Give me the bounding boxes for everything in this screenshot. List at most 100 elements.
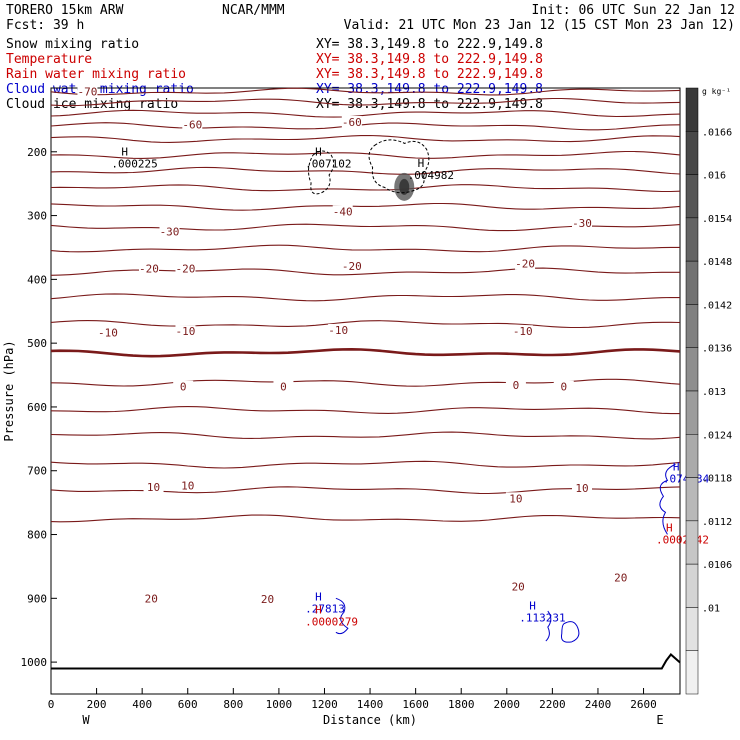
contour-label: -60: [342, 116, 362, 129]
extremum-value: .0002742: [656, 534, 709, 547]
colorbar-swatch: [685, 174, 699, 219]
colorbar-tick-label: .0136: [702, 344, 732, 355]
contour-label: -20: [139, 263, 159, 276]
y-tick-label: 200: [27, 146, 47, 159]
contour-label-bg: [97, 326, 118, 339]
y-axis-label: Pressure (hPa): [2, 340, 16, 441]
extremum-value: .27813: [305, 603, 345, 616]
cloud-water-contour: [545, 610, 552, 642]
extremum-value: .0000279: [305, 615, 358, 628]
colorbar-tick-label: .0124: [702, 430, 732, 441]
contour-label-bg: [341, 260, 362, 273]
temperature-contour: [50, 122, 681, 131]
extremum-mark: H: [315, 591, 322, 604]
field-legend: Snow mixing ratio XY= 38.3,149.8 to 222.9…: [6, 37, 543, 112]
contour-label-bg: [505, 378, 526, 391]
extremum-value: .000225: [111, 157, 157, 170]
colorbar-swatch: [685, 260, 699, 305]
colorbar-swatch: [685, 304, 699, 348]
temperature-contour: [50, 109, 681, 118]
contour-label: 20: [614, 571, 627, 584]
temperature-contour: [50, 460, 681, 469]
contour-label-bg: [77, 85, 98, 98]
temperature-contour: [50, 431, 681, 440]
init-time: Init: 06 UTC Sun 22 Jan 12: [532, 3, 736, 18]
contour-label: -10: [98, 327, 118, 340]
x-tick-label: 0: [48, 698, 55, 711]
extremum-value: .113231: [519, 611, 565, 624]
temperature-contour: [50, 134, 681, 143]
colorbar-tick-label: .0154: [702, 214, 732, 225]
x-tick-label: 1400: [357, 698, 384, 711]
contour-label-bg: [173, 380, 194, 393]
contour-label-bg: [141, 592, 162, 605]
colorbar: .0166 .016 .0154 .0148 .0142 .0136 .013 .0124 .0…: [685, 87, 732, 695]
extremum-mark: H: [121, 145, 128, 158]
contour-label: -20: [342, 260, 362, 273]
terrain-line: [51, 653, 681, 670]
cloud-water-contour: [335, 597, 349, 635]
contour-label-bg: [332, 205, 353, 218]
legend-xy: XY= 38.3,149.8 to 222.9,149.8: [316, 97, 543, 112]
contour-label-bg: [572, 216, 593, 229]
colorbar-swatch: [685, 131, 699, 175]
colorbar-unit: g kg⁻¹: [702, 87, 731, 96]
contour-label: -30: [572, 217, 592, 230]
contour-label: 0: [180, 381, 187, 394]
x-tick-label: 1200: [311, 698, 338, 711]
contour-label-bg: [505, 492, 526, 505]
legend-xy: XY= 38.3,149.8 to 222.9,149.8: [316, 52, 543, 67]
legend-xy: XY= 38.3,149.8 to 222.9,149.8: [316, 37, 543, 52]
model-title: TORERO 15km ARW: [6, 3, 124, 18]
forecast-hour: Fcst: 39 h: [6, 18, 84, 33]
colorbar-swatch: [685, 650, 699, 695]
contour-label: -20: [515, 258, 535, 271]
colorbar-tick-label: .0142: [702, 300, 732, 311]
contour-label: -10: [513, 325, 533, 338]
colorbar-swatch: [685, 217, 699, 262]
contour-label-bg: [341, 115, 362, 128]
contour-label-bg: [553, 380, 574, 393]
colorbar-swatch: [685, 607, 699, 651]
contour-label: -60: [182, 119, 202, 132]
plot-frame: [50, 87, 681, 695]
contour-label-bg: [182, 118, 203, 131]
temperature-contour: [50, 166, 681, 175]
temperature-contour: [50, 97, 681, 107]
x-tick-label: 1600: [402, 698, 429, 711]
contour-label-bg: [159, 225, 180, 238]
legend-label: Cloud water mixing ratio: [6, 82, 194, 97]
y-tick-label: 800: [27, 529, 47, 542]
contour-label-bg: [257, 593, 278, 606]
extremum-mark: H: [666, 522, 673, 535]
contour-label: 20: [512, 580, 525, 593]
colorbar-tick-label: .013: [702, 387, 726, 398]
extremum-value: .004982: [408, 169, 454, 182]
contour-label-bg: [273, 380, 294, 393]
colorbar-tick-label: .016: [702, 171, 726, 182]
x-tick-label: 2600: [630, 698, 657, 711]
legend-xy: XY= 38.3,149.8 to 222.9,149.8: [316, 67, 543, 82]
contour-label: 10: [181, 480, 194, 493]
valid-time: Valid: 21 UTC Mon 23 Jan 12 (15 CST Mon …: [344, 18, 735, 33]
contour-label-bg: [512, 325, 533, 338]
contour-label-bg: [328, 323, 349, 336]
temperature-contour: [50, 150, 681, 159]
x-tick-label: 2200: [539, 698, 566, 711]
y-tick-label: 500: [27, 337, 47, 350]
cloud-water-contour: [659, 463, 676, 535]
contour-label: -10: [176, 325, 196, 338]
contour-label: 0: [513, 379, 520, 392]
temperature-contour: [50, 406, 680, 415]
contour-label-bg: [508, 580, 529, 593]
extremum-value: .007102: [305, 157, 351, 170]
extremum-mark: H: [418, 157, 425, 170]
temperature-contour: [50, 202, 681, 211]
colorbar-swatch: [685, 434, 699, 478]
contour-label: -30: [160, 226, 180, 239]
cloud-water-contour: [560, 621, 580, 643]
x-axis-label: Distance (km): [323, 713, 417, 727]
legend-label: Snow mixing ratio: [6, 37, 139, 52]
colorbar-swatch: [685, 390, 699, 435]
extremum-mark: H: [315, 145, 322, 158]
